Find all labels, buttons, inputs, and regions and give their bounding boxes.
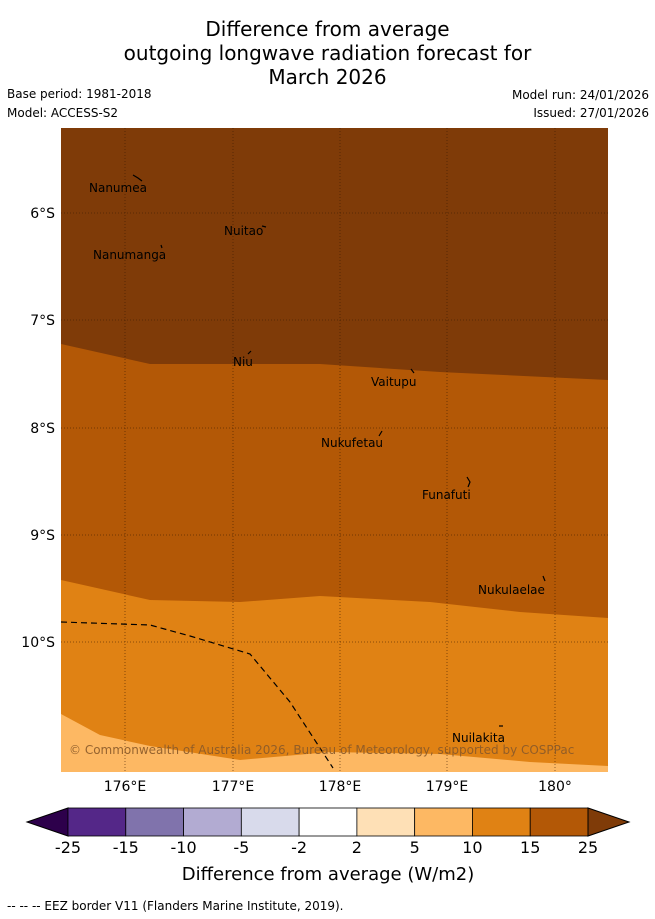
colorbar-bin <box>356 807 416 837</box>
island-label-nanumanga: Nanumanga <box>93 248 166 262</box>
island-label-nuilakita: Nuilakita <box>452 731 505 745</box>
lon-axis-labels: 176°E 177°E 178°E 179°E 180° <box>104 779 572 795</box>
chart-title: Difference from average outgoing longwav… <box>0 17 655 89</box>
colorbar-bin <box>472 807 531 837</box>
zone-2-to-5 <box>61 714 608 772</box>
colorbar-bin <box>529 807 589 837</box>
island-label-niu: Niu <box>233 355 253 369</box>
lon-label-177e: 177°E <box>212 779 255 795</box>
colorbar-label: Difference from average (W/m2) <box>182 864 474 885</box>
nukulaelae-shape <box>542 575 546 582</box>
colorbar-tick-label: 2 <box>352 838 362 857</box>
island-labels: Nanumea Nuitao Nanumanga Niu Vaitupu Nuk… <box>89 181 545 745</box>
lat-label-10s: 10°S <box>21 635 55 651</box>
eez-border <box>60 621 334 769</box>
issued-date: Issued: 27/01/2026 <box>533 106 649 120</box>
funafuti-shape <box>466 476 471 488</box>
colorbar-tick-label: -5 <box>233 838 249 857</box>
niu-shape <box>247 350 252 355</box>
model-name: Model: ACCESS-S2 <box>7 106 119 120</box>
nukufetau-shape <box>378 430 383 437</box>
lon-label-180: 180° <box>538 779 572 795</box>
colorbar-bin <box>183 807 242 837</box>
lon-label-176e: 176°E <box>104 779 147 795</box>
lon-label-179e: 179°E <box>426 779 469 795</box>
nanumanga-shape <box>160 244 163 249</box>
zone-5-to-10 <box>61 580 608 772</box>
nanumea-shape <box>132 174 143 182</box>
island-label-vaitupu: Vaitupu <box>371 375 417 389</box>
model-run: Model run: 24/01/2026 <box>511 88 649 102</box>
colorbar-bin <box>240 807 300 837</box>
gridlines <box>61 128 608 772</box>
lat-label-6s: 6°S <box>30 206 55 222</box>
colorbar-bin <box>125 807 184 837</box>
island-label-nukulaelae: Nukulaelae <box>478 583 545 597</box>
island-label-nanumea: Nanumea <box>89 181 147 195</box>
colorbar-over-arrow <box>587 807 631 837</box>
lat-label-9s: 9°S <box>30 528 55 544</box>
island-label-nuitao: Nuitao <box>224 224 263 238</box>
lat-label-8s: 8°S <box>30 421 55 437</box>
colorbar-bin <box>298 807 358 837</box>
colorbar: -25 -15 -10 -5 -2 2 5 10 15 25 Difference from av… <box>25 807 631 885</box>
title-line-3: March 2026 <box>268 65 387 89</box>
colorbar-tick-label: -15 <box>113 838 139 857</box>
colorbar-under-arrow <box>25 807 69 837</box>
colorbar-bin <box>67 807 127 837</box>
base-period: Base period: 1981-2018 <box>7 87 152 101</box>
colorbar-tick-label: 5 <box>410 838 420 857</box>
colorbar-tick-label: 10 <box>462 838 482 857</box>
copyright-text: © Commonwealth of Australia 2026, Bureau… <box>69 743 574 757</box>
colorbar-tick-label: -2 <box>291 838 307 857</box>
nuitao-shape <box>261 225 267 228</box>
colorbar-tick-labels: -25 -15 -10 -5 -2 2 5 10 15 25 <box>55 838 598 857</box>
eez-legend-note: -- -- -- EEZ border V11 (Flanders Marine… <box>7 899 344 913</box>
island-label-funafuti: Funafuti <box>422 488 471 502</box>
colorbar-tick-label: -10 <box>170 838 196 857</box>
title-line-1: Difference from average <box>205 17 450 41</box>
colorbar-tick-label: 15 <box>520 838 540 857</box>
colorbar-tick-label: -25 <box>55 838 81 857</box>
lon-label-178e: 178°E <box>319 779 362 795</box>
colorbar-bin <box>414 807 473 837</box>
vaitupu-shape <box>410 368 415 374</box>
island-label-nukufetau: Nukufetau <box>321 436 383 450</box>
title-line-2: outgoing longwave radiation forecast for <box>123 41 532 65</box>
lat-label-7s: 7°S <box>30 313 55 329</box>
forecast-zones <box>61 128 608 772</box>
island-shapes <box>132 174 546 727</box>
lat-axis-labels: 6°S 7°S 8°S 9°S 10°S <box>21 206 55 651</box>
colorbar-tick-label: 25 <box>578 838 598 857</box>
colorbar-bins <box>67 807 589 837</box>
